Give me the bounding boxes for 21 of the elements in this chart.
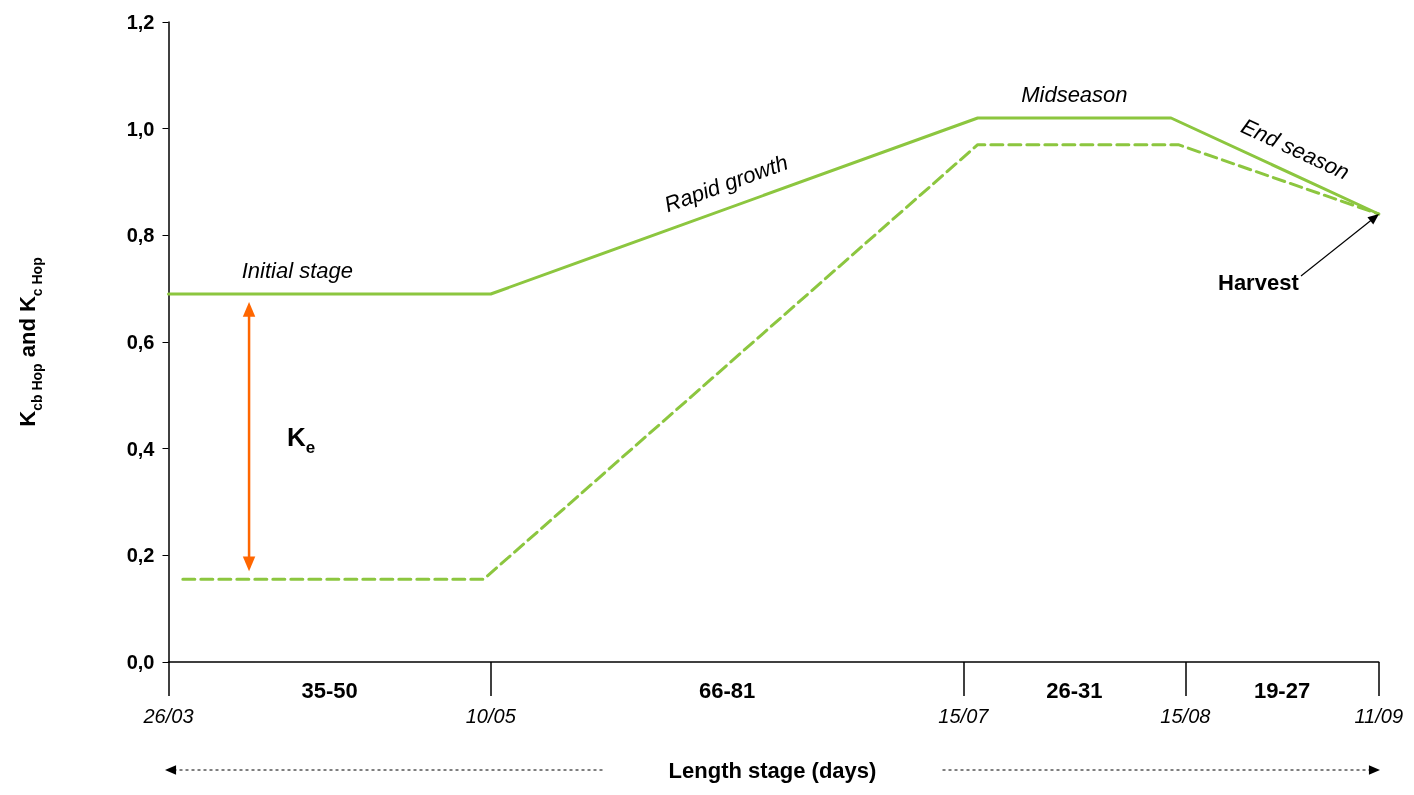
annotation: Harvest [1218,269,1300,295]
x-axis-title: Length stage (days) [668,757,877,783]
x-tick-label: 15/08 [1160,705,1211,727]
y-tick-label: 1,0 [126,117,155,140]
text: 35-50 [301,677,358,703]
y-tick-label: 0,4 [126,437,156,460]
x-tick-label: 10/05 [465,705,517,727]
y-tick-label: 1,2 [126,11,155,33]
text: 66-81 [698,677,756,703]
x-tick-label: 15/07 [938,705,990,727]
annotation: Midseason [1021,81,1128,107]
y-tick-label: 0,8 [126,224,155,247]
x-tick-label: 11/09 [1354,705,1404,727]
x-tick-label: 26/03 [142,705,194,727]
text: 26-31 [1046,677,1103,703]
y-tick-label: 0,2 [126,544,155,567]
y-tick-label: 0,6 [126,331,155,353]
text: 19-27 [1253,677,1311,703]
y-axis-title: Kcb Hop and Kc Hop [14,257,45,427]
annotation: Initial stage [241,257,354,283]
y-tick-label: 0,0 [126,651,155,673]
